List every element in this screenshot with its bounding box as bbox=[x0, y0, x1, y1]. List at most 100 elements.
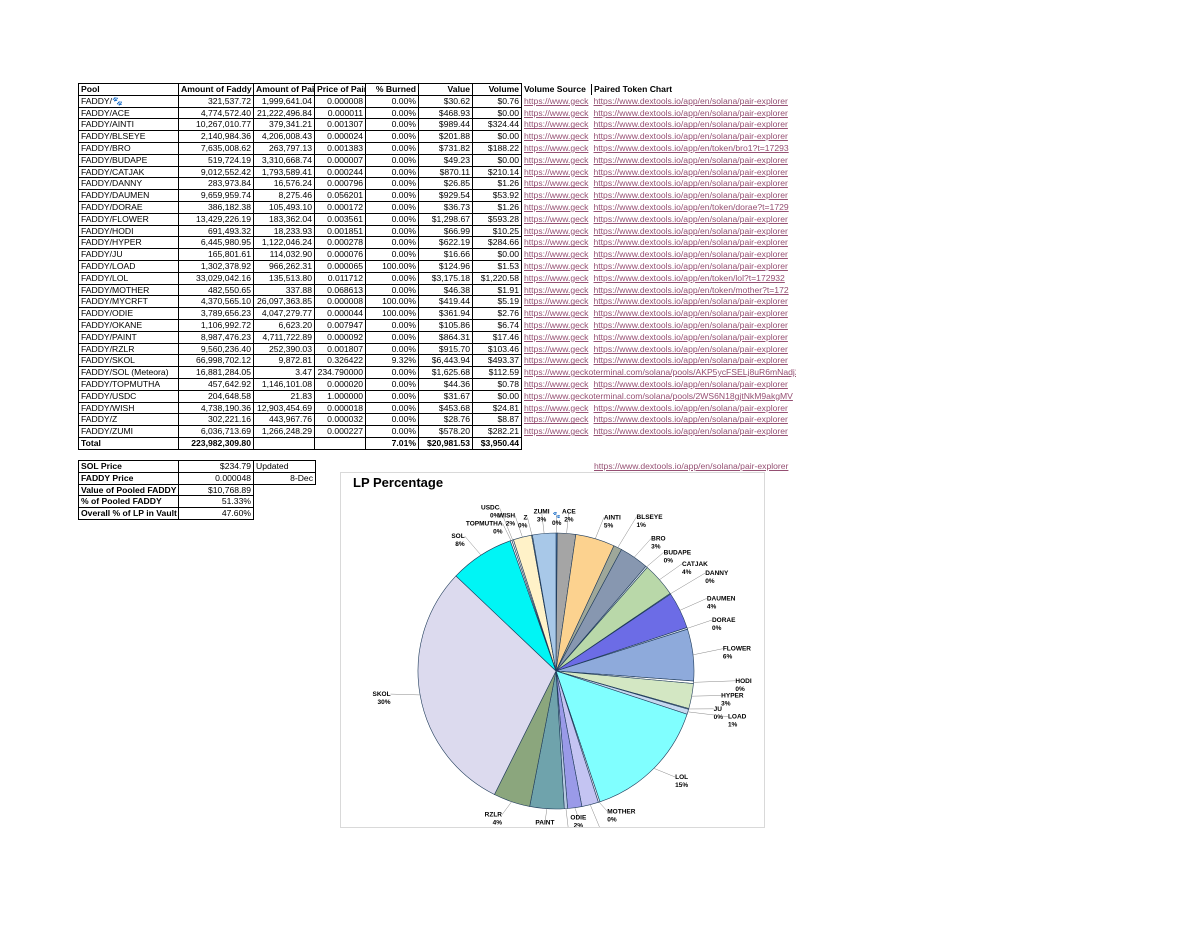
link-cell[interactable]: https://www.geck bbox=[524, 178, 589, 189]
link-cell[interactable]: https://www.dextools.io/app/en/solana/pa… bbox=[593, 178, 788, 189]
link-cell[interactable]: https://www.dextools.io/app/en/token/mot… bbox=[593, 284, 789, 295]
link-cell[interactable]: https://www.dextools.io/app/en/solana/pa… bbox=[593, 249, 788, 260]
link-cell[interactable]: https://www.geck bbox=[524, 107, 589, 118]
link-cell[interactable]: https://www.geck bbox=[524, 249, 589, 260]
link-cell[interactable]: https://www.dextools.io/app/en/solana/pa… bbox=[593, 190, 788, 201]
link-cell[interactable]: https://www.dextools.io/app/en/token/dor… bbox=[593, 201, 789, 212]
cell: FADDY/HODI bbox=[78, 224, 179, 238]
cell: $66.99 bbox=[418, 224, 473, 238]
cell: 443,967.76 bbox=[253, 413, 315, 427]
link-cell[interactable]: https://www.dextools.io/app/en/solana/pa… bbox=[593, 355, 788, 366]
link-cell[interactable]: https://www.dextools.io/app/en/solana/pa… bbox=[593, 331, 788, 342]
link-cell[interactable]: https://www.dextools.io/app/en/solana/pa… bbox=[593, 414, 788, 425]
cell: $419.44 bbox=[418, 295, 473, 309]
link-cell[interactable]: https://www.geck bbox=[524, 95, 589, 106]
link-cell[interactable]: https://www.geck bbox=[524, 142, 589, 153]
link-cell[interactable]: https://www.geck bbox=[524, 331, 589, 342]
slice-label: FLOWER bbox=[723, 646, 751, 653]
link-cell[interactable]: https://www.geck bbox=[524, 284, 589, 295]
cell: FADDY/MYCRFT bbox=[78, 295, 179, 309]
link-cell[interactable]: https://www.dextools.io/app/en/solana/pa… bbox=[593, 166, 788, 177]
cell: FADDY/TOPMUTHA bbox=[78, 377, 179, 391]
link-cell[interactable]: https://www.geck bbox=[524, 426, 589, 437]
link-cell[interactable]: https://www.geck bbox=[524, 343, 589, 354]
cell: $0.00 bbox=[472, 389, 522, 403]
link-cell[interactable]: https://www.dextools.io/app/en/token/bro… bbox=[593, 142, 789, 153]
link-cell[interactable]: https://www.geck bbox=[524, 213, 589, 224]
link-cell[interactable]: https://www.dextools.io/app/en/solana/pa… bbox=[593, 213, 788, 224]
link-cell[interactable]: https://www.geck bbox=[524, 272, 589, 283]
link-cell[interactable]: https://www.geck bbox=[524, 414, 589, 425]
header-cell: Amount of Paire bbox=[253, 83, 315, 96]
link-cell[interactable]: https://www.geck bbox=[524, 119, 589, 130]
pie-slice bbox=[417, 575, 557, 795]
link-cell[interactable]: https://www.geck bbox=[524, 378, 589, 389]
leader-line bbox=[617, 516, 637, 548]
cell: 0.00% bbox=[365, 425, 419, 438]
link-cell[interactable]: https://www.geck bbox=[524, 166, 589, 177]
slice-value-label: 2% bbox=[574, 823, 584, 828]
cell: 482,550.65 bbox=[178, 283, 254, 297]
link-cell[interactable]: https://www.geck bbox=[524, 225, 589, 236]
slice-value-label: 4% bbox=[682, 569, 692, 576]
cell: FADDY/AINTI bbox=[78, 118, 179, 132]
cell: $5.19 bbox=[472, 295, 522, 309]
cell: 252,390.03 bbox=[253, 342, 315, 356]
slice-label: SOL bbox=[451, 533, 464, 540]
link-cell[interactable]: https://www.geck bbox=[524, 237, 589, 248]
cell: $1,625.68 bbox=[418, 366, 473, 379]
link-cell[interactable]: https://www.dextools.io/app/en/solana/pa… bbox=[593, 225, 788, 236]
cell: 0.001851 bbox=[314, 224, 366, 238]
link-cell[interactable]: https://www.dextools.io/app/en/solana/pa… bbox=[593, 308, 788, 319]
cell: $8.87 bbox=[472, 413, 522, 427]
link-cell[interactable]: https://www.geckoterminal.com/solana/poo… bbox=[524, 367, 796, 378]
link[interactable]: https://www.dextools.io/app/en/solana/pa… bbox=[594, 461, 789, 471]
cell: 33,029,042.16 bbox=[178, 271, 254, 285]
link-cell[interactable]: https://www.dextools.io/app/en/solana/pa… bbox=[593, 119, 788, 130]
link-cell[interactable]: https://www.geck bbox=[524, 190, 589, 201]
cell: 105,493.10 bbox=[253, 200, 315, 214]
link-cell[interactable]: https://www.geck bbox=[524, 201, 589, 212]
slice-label: LOL bbox=[675, 774, 688, 781]
link-cell[interactable]: https://www.dextools.io/app/en/solana/pa… bbox=[593, 378, 788, 389]
slice-value-label: 0% bbox=[705, 578, 715, 585]
header-cell: % Burned bbox=[365, 83, 419, 96]
link-cell[interactable]: https://www.geck bbox=[524, 131, 589, 142]
slice-label: BRO bbox=[651, 535, 665, 542]
link-cell[interactable]: https://www.geck bbox=[524, 296, 589, 307]
link-cell[interactable]: https://www.dextools.io/app/en/solana/pa… bbox=[593, 95, 788, 106]
cell: 263,797.13 bbox=[253, 141, 315, 155]
link-cell[interactable]: https://www.geckoterminal.com/solana/poo… bbox=[524, 390, 793, 401]
link-cell[interactable]: https://www.dextools.io/app/en/solana/pa… bbox=[593, 426, 788, 437]
link-cell[interactable]: https://www.dextools.io/app/en/solana/pa… bbox=[593, 296, 788, 307]
link-cell[interactable]: https://www.dextools.io/app/en/solana/pa… bbox=[593, 107, 788, 118]
cell: $453.68 bbox=[418, 401, 473, 415]
cell: 6,623.20 bbox=[253, 318, 315, 332]
link-cell[interactable]: https://www.dextools.io/app/en/solana/pa… bbox=[593, 237, 788, 248]
slice-value-label: 1% bbox=[637, 522, 647, 529]
link-cell[interactable]: https://www.geck bbox=[524, 319, 589, 330]
link-cell[interactable]: https://www.geck bbox=[524, 154, 589, 165]
cell: 47.60% bbox=[178, 507, 254, 520]
link-cell[interactable]: https://www.dextools.io/app/en/solana/pa… bbox=[593, 260, 788, 271]
link-cell[interactable]: https://www.dextools.io/app/en/solana/pa… bbox=[593, 319, 788, 330]
cell: $324.44 bbox=[472, 118, 522, 132]
cell: 7,635,008.62 bbox=[178, 141, 254, 155]
link-cell[interactable]: https://www.geck bbox=[524, 308, 589, 319]
cell: 1.000000 bbox=[314, 389, 366, 403]
link-cell[interactable]: https://www.dextools.io/app/en/token/lol… bbox=[593, 272, 785, 283]
table-row: FADDY/LOL 33,029,042.16 135,513.80 0.011712… bbox=[78, 271, 796, 285]
cell: 223,982,309.80 bbox=[178, 436, 254, 450]
cell: 0.000278 bbox=[314, 236, 366, 250]
cell: 691,493.32 bbox=[178, 224, 254, 238]
link-cell[interactable]: https://www.dextools.io/app/en/solana/pa… bbox=[593, 131, 788, 142]
link-cell[interactable]: https://www.geck bbox=[524, 260, 589, 271]
link-cell[interactable]: https://www.geck bbox=[524, 355, 589, 366]
link-cell[interactable]: https://www.dextools.io/app/en/solana/pa… bbox=[593, 154, 788, 165]
cell: $731.82 bbox=[418, 141, 473, 155]
cell: FADDY/ACE bbox=[78, 106, 179, 120]
link-cell[interactable]: https://www.dextools.io/app/en/solana/pa… bbox=[593, 343, 788, 354]
link-cell[interactable]: https://www.dextools.io/app/en/solana/pa… bbox=[593, 402, 788, 413]
cell: FADDY/SKOL bbox=[78, 354, 179, 368]
link-cell[interactable]: https://www.geck bbox=[524, 402, 589, 413]
